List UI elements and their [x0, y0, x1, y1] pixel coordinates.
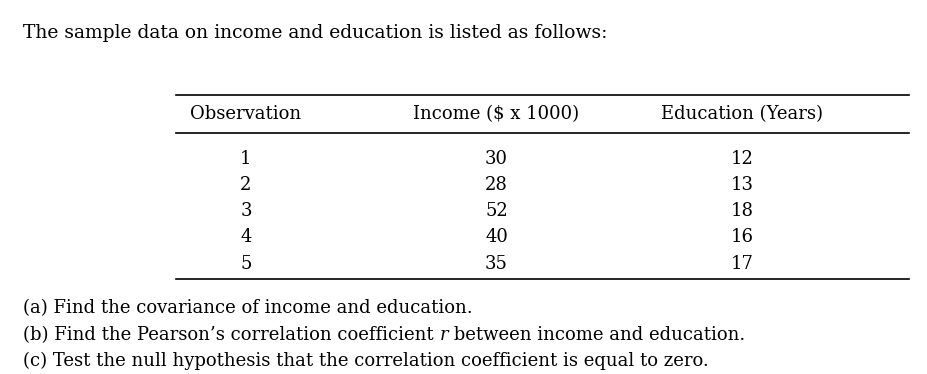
Text: between income and education.: between income and education. [448, 326, 744, 344]
Text: Income ($ x 1000): Income ($ x 1000) [413, 105, 579, 123]
Text: 4: 4 [240, 229, 251, 246]
Text: 16: 16 [730, 229, 753, 246]
Text: 5: 5 [240, 255, 251, 273]
Text: 2: 2 [240, 176, 251, 194]
Text: Observation: Observation [190, 105, 301, 123]
Text: The sample data on income and education is listed as follows:: The sample data on income and education … [23, 24, 607, 42]
Text: (b) Find the Pearson’s correlation coefficient: (b) Find the Pearson’s correlation coeff… [23, 326, 439, 344]
Text: 30: 30 [485, 150, 507, 168]
Text: 28: 28 [485, 176, 507, 194]
Text: 1: 1 [240, 150, 251, 168]
Text: (a) Find the covariance of income and education.: (a) Find the covariance of income and ed… [23, 300, 473, 318]
Text: 40: 40 [485, 229, 507, 246]
Text: 52: 52 [485, 202, 507, 220]
Text: r: r [439, 326, 448, 344]
Text: 12: 12 [730, 150, 753, 168]
Text: 3: 3 [240, 202, 251, 220]
Text: 17: 17 [730, 255, 753, 273]
Text: 18: 18 [730, 202, 753, 220]
Text: (c) Test the null hypothesis that the correlation coefficient is equal to zero.: (c) Test the null hypothesis that the co… [23, 352, 708, 370]
Text: 35: 35 [485, 255, 507, 273]
Text: 13: 13 [730, 176, 753, 194]
Text: Education (Years): Education (Years) [661, 105, 822, 123]
